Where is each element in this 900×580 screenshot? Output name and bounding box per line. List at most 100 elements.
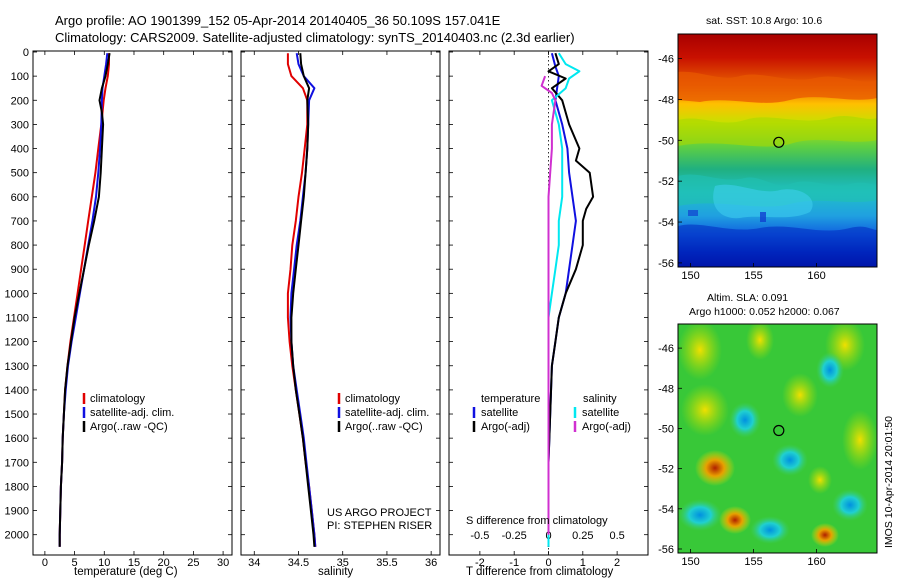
sla-lon-label: 160	[807, 556, 825, 568]
depth-tick-label: 1800	[5, 481, 29, 493]
temperature-xtick-label: 25	[187, 557, 199, 569]
depth-tick-label: 0	[23, 47, 29, 59]
temperature-xtick-label: 30	[217, 557, 229, 569]
sla-lon-label: 150	[681, 556, 699, 568]
sla-map-title-line2: Argo h1000: 0.052 h2000: 0.067	[689, 306, 840, 318]
sla-map-image	[678, 324, 877, 553]
legend-argo: Argo(..raw -QC)	[345, 421, 423, 433]
temperature-xtick-label: 0	[42, 557, 48, 569]
sla-map-title-line1: Altim. SLA: 0.091	[707, 292, 788, 304]
t-difference-x-axis: -2 -1 0 1 2	[475, 51, 620, 569]
depth-tick-label: 1700	[5, 457, 29, 469]
depth-tick-label: 1900	[5, 506, 29, 518]
t-difference-xlabel: T difference from climatology	[466, 566, 613, 578]
project-name: US ARGO PROJECT	[327, 507, 432, 519]
depth-tick-label: 1200	[5, 337, 29, 349]
difference-xtick-label: -1	[509, 557, 519, 569]
s-difference-tick-label: 0.25	[572, 530, 593, 542]
depth-tick-label: 1400	[5, 385, 29, 397]
salinity-legend: climatology satellite-adj. clim. Argo(..…	[337, 393, 429, 433]
depth-tick-label: 1500	[5, 409, 29, 421]
difference-series-salinity-argo-adj	[540, 75, 557, 535]
sla-map-panel: Altim. SLA: 0.091 Argo h1000: 0.052 h200…	[658, 292, 895, 568]
sst-lon-label: 160	[807, 270, 825, 282]
sst-map-image	[678, 34, 877, 267]
depth-tick-label: 100	[11, 71, 29, 83]
sst-lat-label: -52	[658, 176, 674, 188]
sst-latitude-ticks: -46 -48 -50 -52 -54 -56	[658, 54, 682, 270]
difference-depth-ticks	[449, 51, 648, 536]
header-line2: Climatology: CARS2009. Satellite-adjuste…	[55, 30, 575, 45]
depth-tick-label: 200	[11, 95, 29, 107]
legend-s-argo: Argo(-adj)	[582, 421, 631, 433]
project-pi: PI: STEPHEN RISER	[327, 520, 432, 532]
salinity-x-axis: 34 34.5 35 35.5 36	[248, 51, 437, 569]
sst-map-title: sat. SST: 10.8 Argo: 10.6	[706, 15, 822, 27]
depth-tick-label: 300	[11, 119, 29, 131]
sla-map-frame	[677, 323, 878, 554]
legend-climatology: climatology	[90, 393, 146, 405]
legend-satellite: satellite-adj. clim.	[90, 407, 174, 419]
sla-lat-label: -50	[658, 423, 674, 435]
temperature-series	[58, 53, 111, 547]
depth-tick-label: 600	[11, 192, 29, 204]
sst-lat-label: -50	[658, 135, 674, 147]
difference-xtick-label: -2	[475, 557, 485, 569]
sst-lat-label: -56	[658, 258, 674, 270]
sla-lat-label: -46	[658, 343, 674, 355]
sst-lat-label: -48	[658, 94, 674, 106]
sst-lat-label: -54	[658, 217, 674, 229]
depth-tick-label: 900	[11, 264, 29, 276]
s-difference-tick-label: -0.25	[502, 530, 527, 542]
depth-tick-label: 700	[11, 216, 29, 228]
sla-lat-label: -52	[658, 464, 674, 476]
difference-panel: -2 -1 0 1 2 -0.5 -0.25 0 0.25 0.5 T difference f…	[448, 50, 649, 578]
sst-lon-label: 150	[681, 270, 699, 282]
sst-map-frame	[677, 33, 878, 268]
s-difference-tick-label: -0.5	[470, 530, 489, 542]
difference-series	[540, 52, 595, 547]
difference-xtick-label: 2	[614, 557, 620, 569]
salinity-xtick-label: 36	[425, 557, 437, 569]
timestamp-label: IMOS 10-Apr-2014 20:01:50	[883, 416, 895, 548]
salinity-panel: 34 34.5 35 35.5 36 salinity climatology sate…	[240, 50, 441, 578]
sla-lon-label: 155	[744, 556, 762, 568]
depth-tick-label: 1100	[5, 312, 29, 324]
sst-lon-label: 155	[744, 270, 762, 282]
legend-temperature-heading: temperature	[481, 393, 540, 405]
temperature-panel: 0100200300400500600700800900100011001200…	[5, 47, 233, 578]
difference-xtick-label: 0	[545, 557, 551, 569]
salinity-series	[286, 53, 317, 547]
temperature-axes-frame	[32, 50, 233, 556]
s-difference-tick-label: 0.5	[609, 530, 624, 542]
salinity-xtick-label: 35.5	[376, 557, 397, 569]
temperature-xlabel: temperature (deg C)	[74, 566, 178, 578]
depth-tick-label: 1300	[5, 361, 29, 373]
header-line1: Argo profile: AO 1901399_152 05-Apr-2014…	[55, 13, 501, 28]
legend-s-satellite: satellite	[582, 407, 619, 419]
legend-argo: Argo(..raw -QC)	[90, 421, 168, 433]
sst-longitude-ticks: 150 155 160	[681, 263, 826, 282]
legend-salinity-heading: salinity	[583, 393, 617, 405]
depth-tick-label: 800	[11, 240, 29, 252]
salinity-xtick-label: 35	[337, 557, 349, 569]
s-difference-label: S difference from climatology	[466, 515, 608, 527]
salinity-depth-ticks	[241, 51, 440, 536]
legend-t-satellite: satellite	[481, 407, 518, 419]
temperature-xtick-label: 10	[98, 557, 110, 569]
s-difference-ticks: -0.5 -0.25 0 0.25 0.5	[470, 530, 624, 542]
sla-lat-label: -54	[658, 504, 674, 516]
temperature-xtick-label: 20	[158, 557, 170, 569]
salinity-xtick-label: 34.5	[288, 557, 309, 569]
salinity-xtick-label: 34	[248, 557, 260, 569]
temperature-series-argo-raw-qc	[58, 53, 111, 547]
sla-lat-label: -56	[658, 544, 674, 556]
temperature-series-satellite-adj-clim	[58, 53, 109, 547]
difference-series-temperature-argo-adj	[547, 52, 595, 547]
depth-tick-label: 2000	[5, 530, 29, 542]
sst-map-panel: sat. SST: 10.8 Argo: 10.6 150 155 160 -46-…	[658, 15, 878, 282]
depth-tick-label: 1600	[5, 433, 29, 445]
depth-tick-label: 1000	[5, 288, 29, 300]
temperature-x-axis: 0 5 10 15 20 25 30	[42, 51, 229, 569]
